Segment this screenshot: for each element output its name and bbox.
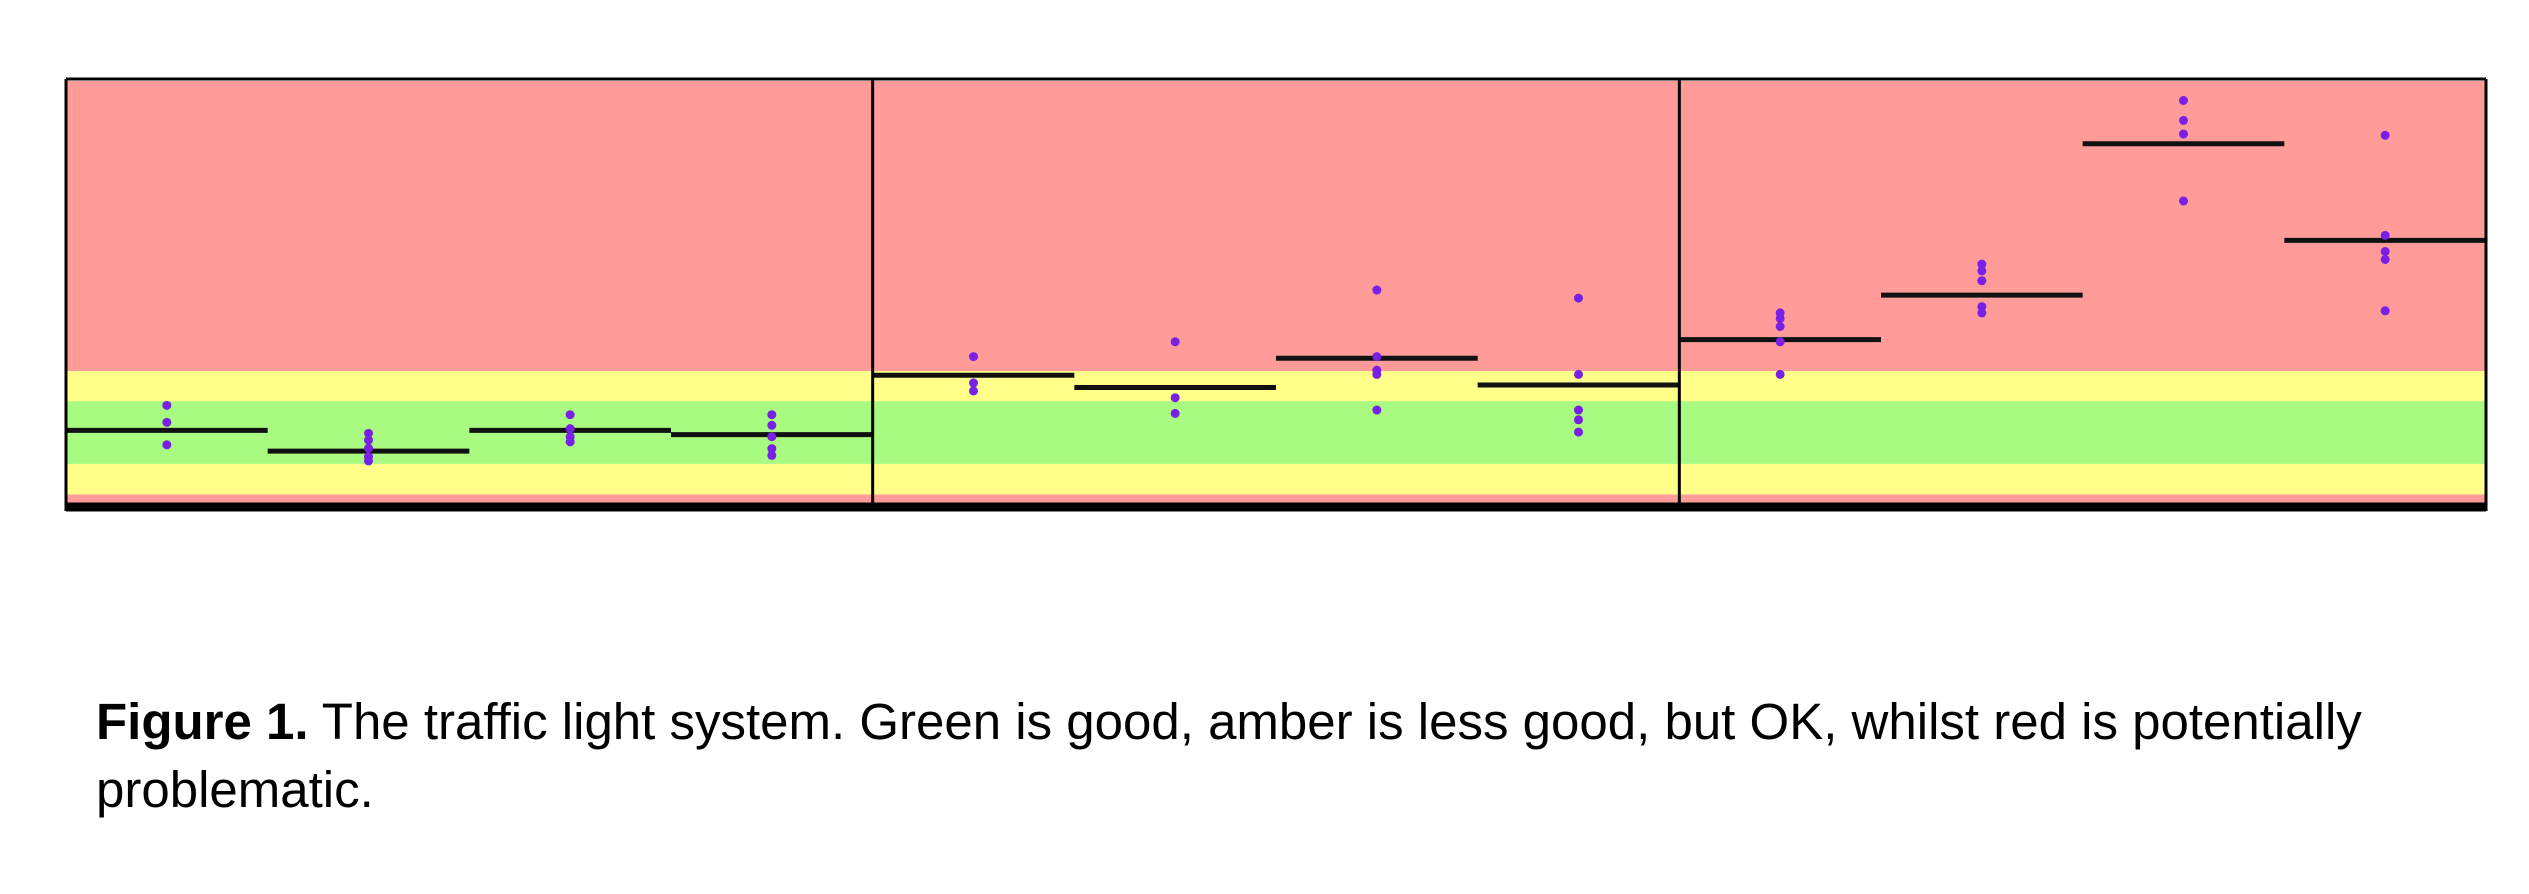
figure-caption-text: The traffic light system. Green is good,…: [96, 693, 2362, 818]
data-point-p3-g2-2: [1977, 266, 1987, 276]
data-point-p3-g3-2: [2179, 115, 2188, 125]
data-point-p2-g4-4: [1574, 415, 1583, 425]
data-point-p2-g2-2: [1170, 393, 1180, 403]
data-point-p3-g1-5: [1775, 369, 1785, 379]
data-point-p2-g4-5: [1574, 427, 1583, 437]
data-point-p3-g3-3: [2179, 129, 2188, 139]
data-point-p2-g3-4: [1372, 369, 1382, 379]
data-point-p1-g1-1: [162, 400, 172, 410]
data-point-p2-g2-1: [1170, 337, 1180, 347]
data-point-p2-g4-3: [1574, 405, 1583, 415]
data-point-p3-g4-1: [2380, 130, 2390, 140]
figure-caption-label: Figure 1.: [96, 693, 309, 750]
data-point-p2-g3-2: [1372, 352, 1382, 362]
data-point-p1-g1-3: [162, 440, 172, 450]
data-point-p2-g1-1: [969, 352, 978, 362]
data-point-p2-g4-1: [1574, 293, 1583, 303]
data-point-p3-g2-5: [1977, 308, 1987, 318]
data-point-p2-g3-5: [1372, 405, 1382, 415]
data-point-p1-g3-1: [565, 410, 575, 420]
data-point-p3-g2-4: [1977, 302, 1987, 312]
data-point-p3-g1-4: [1775, 337, 1785, 347]
zone-band-red-0: [66, 494, 2486, 505]
data-point-p3-g2-3: [1977, 276, 1987, 286]
traffic-light-chart: [64, 77, 2488, 512]
data-point-p3-g4-5: [2380, 306, 2390, 316]
data-point-p1-g2-5: [364, 456, 373, 466]
data-point-p1-g4-1: [767, 410, 777, 420]
data-point-p1-g4-3: [767, 432, 777, 442]
data-point-p3-g3-4: [2179, 196, 2188, 206]
data-point-p1-g3-4: [565, 437, 575, 447]
data-point-p1-g2-1: [364, 428, 373, 438]
data-point-p2-g2-3: [1170, 408, 1180, 418]
data-point-p1-g3-2: [565, 424, 575, 434]
data-point-p2-g1-3: [969, 386, 978, 396]
data-point-p3-g4-2: [2380, 230, 2390, 240]
data-point-p1-g4-4: [767, 444, 777, 454]
data-point-p3-g4-3: [2380, 246, 2390, 256]
zone-band-green-2: [66, 401, 2486, 464]
data-point-p1-g4-5: [767, 450, 777, 460]
zone-band-amber-1: [66, 463, 2486, 495]
data-point-p3-g4-4: [2380, 255, 2390, 265]
data-point-p1-g4-2: [767, 420, 777, 430]
data-point-p2-g3-1: [1372, 285, 1382, 295]
zone-band-red-4: [66, 81, 2486, 372]
data-point-p3-g1-2: [1775, 313, 1785, 323]
data-point-p3-g2-1: [1977, 259, 1987, 269]
data-point-p1-g1-2: [162, 417, 172, 427]
data-point-p1-g2-3: [364, 443, 373, 453]
data-point-p2-g4-2: [1574, 369, 1583, 379]
data-point-p3-g1-3: [1775, 321, 1785, 331]
data-point-p1-g2-2: [364, 435, 373, 445]
figure-caption: Figure 1. The traffic light system. Gree…: [96, 688, 2476, 824]
data-point-p2-g1-2: [969, 378, 978, 388]
data-point-p3-g3-1: [2179, 96, 2188, 106]
